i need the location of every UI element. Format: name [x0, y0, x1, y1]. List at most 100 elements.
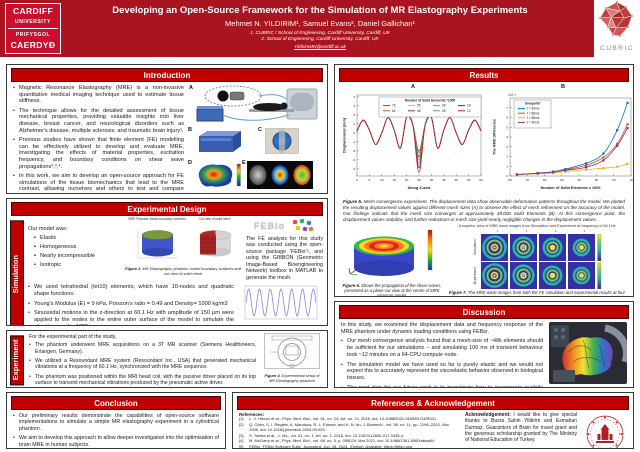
model-properties: Our model was: Elastic Homogeneous Nearl…: [28, 218, 120, 281]
phantom-boundary-model: MRE Phantom Model boundary surfaces: [128, 217, 186, 267]
experimental-setup-sketch: [264, 333, 320, 369]
intro-bullet-3: Previous studies have shown that finite …: [13, 137, 184, 170]
introduction-body: Magnetic Resonance Elastography (MRE) is…: [7, 84, 327, 193]
simulation-row-2: We used tetrahedral (tet10) elements, wh…: [28, 284, 323, 325]
discussion-body: In this study, we examined the displacem…: [335, 321, 633, 387]
figure-7-caption-text: The MRE wave images from both the FE sim…: [449, 289, 625, 296]
acknowledgement: Acknowledgement: I would like to give sp…: [465, 412, 577, 448]
chart-b-title: B: [561, 84, 565, 90]
results-panel: Results A 0 5 10 15 20 25 30 35 40 45 50 -4 -3 -2 -1 0 1…: [334, 64, 634, 297]
svg-text:1: 1: [353, 122, 355, 126]
intro-bullet-1: Magnetic Resonance Elastography (MRE) is…: [13, 85, 184, 105]
simulation-row-1: Our model was: Elastic Homogeneous Nearl…: [28, 217, 323, 281]
simulation-tab-label: Simulation: [10, 220, 24, 325]
svg-text:50: 50: [479, 178, 483, 182]
svg-text:4: 4: [353, 95, 355, 99]
mre-setup-sketch: [196, 85, 318, 122]
conclusion-body: Our preliminary results demonstrate the …: [7, 412, 225, 448]
discussion-bullet-3: The next step for our future work is to …: [341, 385, 543, 387]
figure-2-caption: Figure 2. MR Elastography phantom model …: [125, 266, 241, 277]
cardiff-logo-line2: UNIVERSITY: [14, 18, 51, 25]
cubric-logo-text: CUBRIC: [600, 45, 634, 52]
row-label: Experiment: [472, 266, 477, 284]
figure-6-caption-label: Figure 6.: [342, 282, 360, 288]
svg-text:Number of Solid Elements *1000: Number of Solid Elements *1000: [405, 98, 456, 102]
experimental-design-body: Simulation Our model was: Elastic Homoge…: [7, 217, 327, 325]
figure-2-right-label: Cut view of solid mesh: [198, 217, 231, 221]
results-header: Results: [339, 68, 629, 82]
conclusion-header: Conclusion: [11, 396, 221, 410]
reference-1: [1] L. V. Hiscox et al., Phys. Med. Biol.…: [239, 416, 438, 422]
affiliation-2: 2. School of Engineering, Cardiff Univer…: [261, 36, 379, 42]
figure-1e-label: E: [242, 160, 246, 166]
svg-text:t = 90ms: t = 90ms: [527, 121, 540, 125]
svg-text:-4: -4: [352, 167, 355, 171]
wave-image-cell: [538, 233, 566, 261]
solid-mesh-image: [199, 230, 231, 257]
references-list: References: [1] L. V. Hiscox et al., Phys…: [239, 412, 457, 448]
phase-label: 3: [554, 228, 557, 233]
svg-text:The RMS Difference: The RMS Difference: [493, 119, 497, 155]
svg-text:2: 2: [506, 155, 508, 159]
experimental-design-header: Experimental Design: [11, 202, 323, 216]
figure-2-caption-label: Figure 2.: [125, 266, 142, 271]
results-figures-row: Figure 6. Shows the propagation of the s…: [335, 223, 633, 296]
svg-text:-1: -1: [352, 140, 355, 144]
svg-text:Number of Solid Elements x 100: Number of Solid Elements x 1000: [541, 186, 601, 190]
figure-1b-label: B: [188, 127, 192, 133]
svg-text:40: 40: [577, 178, 581, 182]
wave-image-cell: [509, 261, 537, 289]
svg-text:timepoint: timepoint: [525, 101, 541, 105]
affiliation-1: 1. CUBRIC / School of Engineering, Cardi…: [250, 30, 390, 36]
references-heading: References:: [239, 412, 265, 417]
figure-1b-active-driver: B: [188, 127, 247, 159]
figure-7-title: A superior view of MRE wave images from …: [458, 223, 616, 228]
cardiff-logo-divider: [8, 27, 58, 29]
phase-label: 2: [525, 228, 528, 233]
ministry-emblem: [585, 412, 627, 448]
author-email-link[interactable]: YildirimMN@cardiff.ac.uk: [294, 44, 346, 50]
discussion-bullet-2: The simulation model we have used so far…: [341, 362, 543, 382]
cardiff-logo-line4: CAERDYĐ: [10, 40, 56, 51]
experiment-bullet-2: We utilized a Resoundant MRE system (Res…: [29, 358, 256, 371]
conclusion-panel: Conclusion Our preliminary results demon…: [6, 392, 226, 449]
chart-a-block: A 0 5 10 15 20 25 30 35 40 45 50 -4 -3 -2 -1 0 1 2 3 4 Along…: [341, 84, 485, 197]
svg-text:0: 0: [353, 131, 355, 135]
svg-text:35: 35: [442, 178, 446, 182]
figure-1c-label: C: [258, 127, 262, 133]
svg-text:36: 36: [442, 104, 446, 108]
svg-text:Displacement (mm): Displacement (mm): [343, 117, 347, 153]
experimental-design-panel: Experimental Design Simulation Our model…: [6, 198, 328, 326]
figure-5-caption-label: Figure 5.: [343, 199, 363, 204]
figure-7: A superior view of MRE wave images from …: [447, 223, 627, 296]
svg-text:76: 76: [392, 104, 396, 108]
svg-text:3: 3: [353, 104, 355, 108]
figure-1bc-row: B C: [188, 127, 321, 159]
svg-text:50: 50: [560, 178, 564, 182]
brain-artwork-image: [549, 322, 627, 384]
passive-driver-image: [264, 127, 300, 155]
svg-text:45: 45: [467, 178, 471, 182]
svg-text:64: 64: [392, 109, 396, 113]
row-label: Simulation: [472, 239, 477, 256]
solid-mesh-cut-view: Cut view of solid mesh: [192, 217, 238, 267]
figure-1: A: [188, 85, 321, 193]
poster-authors: Mehmet N. YILDIRIM¹, Samuel Evans², Dani…: [225, 19, 415, 28]
phase-label: 1: [496, 228, 499, 233]
reference-2: [2] Q. Chen, S. I. Ringleb, A. Manduca, R…: [239, 422, 450, 432]
simulation-bullet-2: Young's Modulus (E) = 9 kPa, Poisson's r…: [28, 301, 234, 308]
sinusoidal-load-chart: [239, 284, 323, 325]
febio-text: The FE analysis for this study was condu…: [246, 236, 323, 281]
svg-text:t = 86ms: t = 86ms: [527, 111, 540, 115]
svg-text:6: 6: [506, 116, 508, 120]
header-banner: CARDIFF UNIVERSITY PRIFYSGOL CAERDYĐ Dev…: [0, 0, 640, 57]
svg-text:t = 88ms: t = 88ms: [527, 116, 540, 120]
figure-2-left-label: MRE Phantom Model boundary surfaces: [128, 217, 186, 221]
svg-text:60: 60: [543, 178, 547, 182]
svg-text:55: 55: [417, 104, 421, 108]
reference-4: [4] M. McGarry et al., Phys. Med. Biol., …: [239, 438, 436, 444]
figure-1a-setup: A: [189, 85, 321, 128]
discussion-bullet-1: Our mesh convergence analysis found that…: [341, 338, 543, 358]
intro-bullet-2: The technique allows for the detailed as…: [13, 108, 184, 134]
svg-text:40: 40: [454, 178, 458, 182]
